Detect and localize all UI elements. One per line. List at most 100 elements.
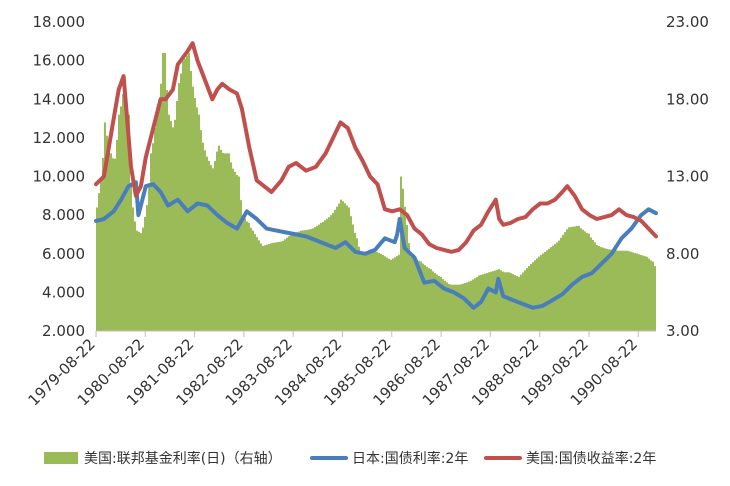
legend-swatch [44,452,78,464]
right-tick-label: 13.00 [666,168,709,186]
bar-132 [360,253,362,331]
bar-218 [532,262,534,331]
bar-104 [304,230,306,331]
bar-24 [144,216,146,331]
bar-243 [582,229,584,331]
left-tick-label: 2.000 [42,322,85,340]
bar-121 [338,203,340,331]
bar-137 [370,249,372,331]
bar-172 [440,276,442,331]
bar-252 [600,247,602,331]
bar-260 [616,250,618,331]
bar-138 [372,250,374,331]
bar-7 [110,153,112,331]
bar-103 [302,230,304,331]
bar-38 [172,127,174,331]
bar-73 [242,215,244,331]
bar-277 [650,260,652,331]
bar-71 [238,176,240,331]
bar-14 [124,83,126,331]
bar-237 [570,227,572,331]
bar-57 [210,165,212,331]
bar-205 [506,272,508,331]
bar-36 [168,114,170,331]
bar-16 [128,114,130,331]
bar-199 [494,270,496,331]
bar-215 [526,268,528,331]
bar-157 [410,256,412,331]
lines-layer [94,41,658,310]
bar-11 [118,114,120,331]
bar-226 [548,248,550,331]
bar-3 [102,157,104,331]
bar-197 [490,271,492,331]
bar-82 [260,243,262,331]
bar-115 [326,218,328,331]
bar-181 [458,284,460,331]
bar-193 [482,274,484,331]
bar-154 [404,206,406,331]
bar-92 [280,241,282,331]
bar-127 [350,216,352,331]
bar-116 [328,217,330,331]
bar-153 [402,188,404,331]
bar-149 [394,257,396,331]
bar-263 [622,250,624,331]
bar-76 [248,222,250,331]
bar-66 [228,153,230,331]
left-tick-label: 12.000 [33,129,86,147]
bar-174 [444,280,446,331]
bar-139 [374,250,376,331]
bar-21 [138,231,140,331]
bar-185 [466,282,468,331]
bar-106 [308,229,310,331]
bar-220 [536,258,538,331]
bar-158 [412,258,414,331]
bar-265 [626,250,628,331]
bar-261 [618,250,620,331]
bar-8 [112,158,114,331]
bar-234 [564,232,566,331]
bar-148 [392,258,394,331]
bar-166 [428,268,430,331]
bar-35 [166,89,168,331]
bar-85 [266,244,268,331]
bar-222 [540,255,542,331]
line-path-1 [94,41,658,254]
bar-195 [486,273,488,331]
bar-143 [382,255,384,331]
bar-46 [188,52,190,332]
legend-label: 美国:国债收益率:2年 [526,450,656,467]
bar-56 [208,161,210,331]
bar-51 [198,114,200,331]
bar-77 [250,227,252,331]
bar-18 [132,207,134,331]
bar-125 [346,205,348,331]
bar-269 [634,253,636,331]
bar-17 [130,183,132,331]
bar-30 [156,112,158,331]
legend-item-2: 美国:国债收益率:2年 [484,450,656,467]
bar-65 [226,153,228,331]
bar-152 [400,176,402,331]
bar-239 [574,226,576,331]
bar-45 [186,55,188,331]
legend-label: 美国:联邦基金利率(日)（右轴） [84,450,282,467]
bar-120 [336,206,338,331]
bar-206 [508,272,510,331]
bar-147 [390,259,392,331]
x-axis: 1979-08-221980-08-221981-08-221982-08-22… [24,330,656,410]
bar-134 [364,251,366,331]
bar-124 [344,203,346,331]
bar-216 [528,265,530,331]
bar-67 [230,162,232,331]
bar-247 [590,237,592,331]
bar-145 [386,257,388,331]
bar-276 [648,258,650,331]
bar-61 [218,145,220,331]
bar-223 [542,253,544,331]
bar-264 [624,250,626,331]
bar-150 [396,256,398,331]
bar-175 [446,282,448,331]
